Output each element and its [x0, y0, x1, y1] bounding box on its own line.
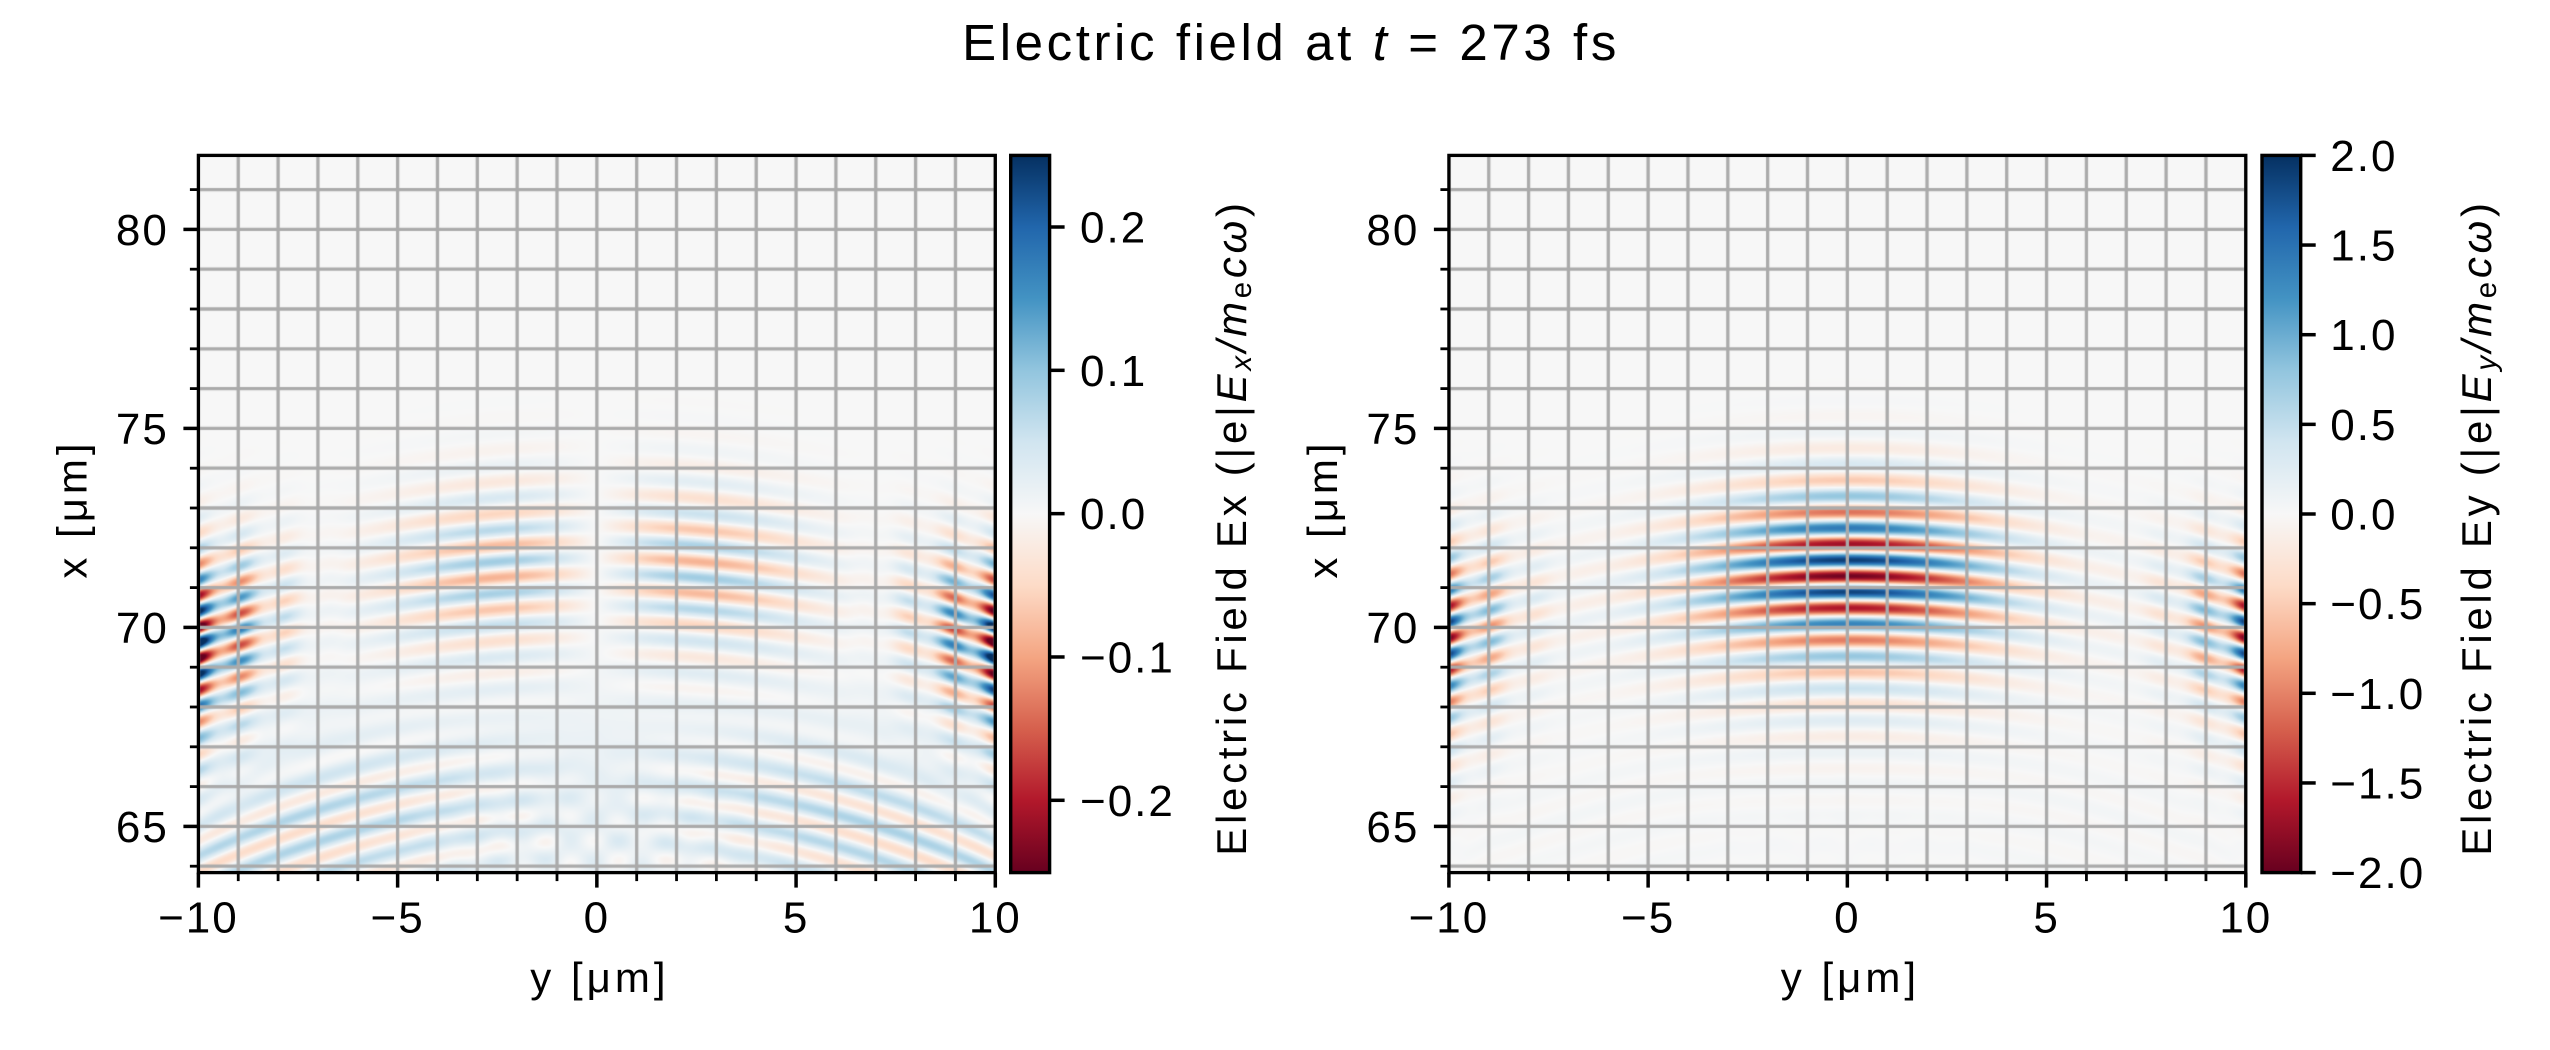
svg-text:Electric Field Ex (|e|Ex/mecω): Electric Field Ex (|e|Ex/mecω)	[1208, 199, 1258, 855]
svg-text:Electric Field Ey (|e|Ey/mecω): Electric Field Ey (|e|Ey/mecω)	[2453, 199, 2503, 855]
svg-text:−0.2: −0.2	[1080, 777, 1175, 826]
svg-text:x [μm]: x [μm]	[49, 439, 96, 578]
svg-text:−0.5: −0.5	[2330, 580, 2425, 629]
svg-text:−5: −5	[1621, 894, 1675, 943]
svg-text:0.0: 0.0	[1080, 490, 1147, 539]
svg-text:70: 70	[1366, 604, 1419, 653]
svg-text:y [μm]: y [μm]	[530, 954, 669, 1001]
svg-text:65: 65	[1366, 803, 1419, 852]
svg-text:−1.0: −1.0	[2330, 670, 2425, 719]
svg-text:0.2: 0.2	[1080, 204, 1147, 253]
svg-text:5: 5	[783, 894, 809, 943]
svg-text:1.0: 1.0	[2330, 311, 2397, 360]
svg-text:Electric field at t = 273 fs: Electric field at t = 273 fs	[962, 14, 1620, 71]
svg-text:80: 80	[1366, 206, 1419, 255]
svg-text:10: 10	[2219, 894, 2272, 943]
svg-text:2.0: 2.0	[2330, 132, 2397, 181]
svg-text:−5: −5	[371, 894, 425, 943]
svg-text:−0.1: −0.1	[1080, 633, 1175, 682]
svg-text:10: 10	[969, 894, 1022, 943]
svg-text:0.0: 0.0	[2330, 491, 2397, 540]
svg-text:0.5: 0.5	[2330, 401, 2397, 450]
svg-text:−2.0: −2.0	[2330, 849, 2425, 898]
svg-text:75: 75	[1366, 405, 1419, 454]
svg-text:−10: −10	[1409, 894, 1490, 943]
svg-text:−10: −10	[158, 894, 239, 943]
svg-text:−1.5: −1.5	[2330, 759, 2425, 808]
svg-text:y [μm]: y [μm]	[1781, 954, 1920, 1001]
svg-text:0: 0	[1834, 894, 1860, 943]
svg-text:80: 80	[116, 206, 169, 255]
svg-text:70: 70	[116, 604, 169, 653]
svg-text:x [μm]: x [μm]	[1299, 439, 1346, 578]
svg-text:0: 0	[584, 894, 610, 943]
svg-text:65: 65	[116, 803, 169, 852]
svg-text:1.5: 1.5	[2330, 222, 2397, 271]
svg-text:5: 5	[2033, 894, 2059, 943]
svg-text:75: 75	[116, 405, 169, 454]
svg-text:0.1: 0.1	[1080, 347, 1147, 396]
